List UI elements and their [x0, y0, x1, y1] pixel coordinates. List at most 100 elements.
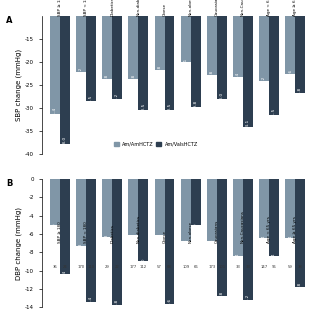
Text: -5.0: -5.0	[53, 223, 57, 231]
Bar	[86, 0, 96, 101]
Bar	[295, 179, 305, 287]
Text: -10.4: -10.4	[63, 269, 67, 281]
Bar	[102, 0, 112, 79]
Text: -31.5: -31.5	[272, 108, 276, 119]
Bar	[243, 179, 253, 300]
Bar	[217, 179, 227, 296]
Text: 68: 68	[167, 265, 172, 269]
Text: -6.8: -6.8	[210, 238, 214, 247]
Y-axis label: SBP change (mmHg): SBP change (mmHg)	[16, 49, 22, 121]
Text: -9.0: -9.0	[141, 257, 145, 266]
Bar	[269, 0, 279, 115]
Bar	[112, 179, 122, 305]
Text: -26.8: -26.8	[298, 87, 302, 98]
Text: -6.3: -6.3	[105, 234, 109, 243]
Bar	[86, 179, 96, 302]
Text: Diabetics: Diabetics	[110, 0, 114, 16]
Text: 173: 173	[208, 265, 215, 269]
Legend: Am/AmHCTZ, Am/ValsHCTZ: Am/AmHCTZ, Am/ValsHCTZ	[112, 140, 200, 148]
Text: 57: 57	[157, 265, 162, 269]
Text: SBP ≥ 180: SBP ≥ 180	[58, 221, 62, 243]
Bar	[285, 179, 295, 238]
Text: SBP < 180: SBP < 180	[84, 0, 88, 16]
Y-axis label: DBP change (mmHg): DBP change (mmHg)	[16, 207, 22, 280]
Bar	[50, 0, 60, 114]
Text: -8.4: -8.4	[236, 252, 240, 261]
Bar	[285, 0, 295, 74]
Bar	[164, 0, 174, 110]
Text: Caucasians: Caucasians	[215, 220, 219, 243]
Bar	[138, 0, 148, 110]
Bar	[112, 0, 122, 100]
Text: -12.8: -12.8	[220, 290, 224, 302]
Text: -13.8: -13.8	[115, 299, 119, 310]
Text: Non-diabetics: Non-diabetics	[136, 215, 140, 243]
Text: Age < 65 yrs: Age < 65 yrs	[267, 0, 271, 16]
Text: -23.8: -23.8	[105, 74, 109, 85]
Text: Age ≥ 65 yrs: Age ≥ 65 yrs	[293, 0, 297, 16]
Bar	[128, 0, 138, 79]
Text: Non-Caucasians: Non-Caucasians	[241, 0, 245, 16]
Text: -6.1: -6.1	[157, 232, 162, 241]
Bar	[102, 179, 112, 237]
Text: -24.2: -24.2	[262, 76, 266, 87]
Bar	[50, 179, 60, 225]
Text: -23.8: -23.8	[132, 74, 135, 85]
Bar	[155, 179, 164, 235]
Bar	[191, 0, 201, 107]
Bar	[128, 179, 138, 235]
Text: 66: 66	[193, 265, 198, 269]
Text: Age ≥ 65 yrs: Age ≥ 65 yrs	[293, 216, 297, 243]
Text: 112: 112	[140, 265, 147, 269]
Text: -28.0: -28.0	[220, 92, 224, 103]
Text: 33: 33	[245, 265, 250, 269]
Text: 101: 101	[218, 265, 225, 269]
Bar	[207, 179, 217, 241]
Bar	[191, 179, 201, 225]
Text: -6.4: -6.4	[262, 235, 266, 243]
Text: Obese: Obese	[163, 3, 166, 16]
Text: -7.3: -7.3	[79, 243, 83, 251]
Text: -22.2: -22.2	[79, 67, 83, 78]
Text: 170: 170	[77, 265, 85, 269]
Bar	[138, 179, 148, 261]
Bar	[233, 0, 243, 77]
Bar	[259, 0, 269, 81]
Text: Non-diabetics: Non-diabetics	[136, 0, 140, 16]
Text: -28.2: -28.2	[115, 93, 119, 104]
Bar	[155, 0, 164, 70]
Bar	[60, 0, 70, 144]
Bar	[269, 179, 279, 256]
Text: Age < 65 yrs: Age < 65 yrs	[267, 216, 271, 243]
Text: -11.8: -11.8	[298, 282, 302, 293]
Text: -21.8: -21.8	[157, 65, 162, 76]
Text: -6.1: -6.1	[132, 232, 135, 241]
Text: Obese: Obese	[163, 230, 166, 243]
Bar	[259, 179, 269, 238]
Text: -13.4: -13.4	[89, 296, 93, 307]
Text: -23.4: -23.4	[236, 72, 240, 83]
Text: B: B	[6, 179, 12, 188]
Text: -8.4: -8.4	[272, 252, 276, 261]
Bar	[76, 0, 86, 72]
Text: Non-obese: Non-obese	[189, 221, 193, 243]
Text: SBP ≥ 180: SBP ≥ 180	[58, 0, 62, 16]
Text: -22.8: -22.8	[210, 69, 214, 81]
Text: 110: 110	[87, 265, 95, 269]
Text: 59: 59	[288, 265, 293, 269]
Text: 22: 22	[115, 265, 120, 269]
Bar	[233, 179, 243, 256]
Text: Non-Caucasians: Non-Caucasians	[241, 210, 245, 243]
Text: 96: 96	[272, 265, 276, 269]
Text: -22.6: -22.6	[288, 68, 292, 80]
Text: 24: 24	[62, 265, 67, 269]
Text: -31.4: -31.4	[53, 107, 57, 118]
Text: -5.0: -5.0	[194, 223, 198, 231]
Bar	[76, 179, 86, 246]
Text: Non-obese: Non-obese	[189, 0, 193, 16]
Bar	[181, 179, 191, 241]
Text: -30.5: -30.5	[141, 103, 145, 115]
Text: 109: 109	[182, 265, 189, 269]
Text: -29.8: -29.8	[194, 100, 198, 111]
Text: -20.1: -20.1	[184, 58, 188, 69]
